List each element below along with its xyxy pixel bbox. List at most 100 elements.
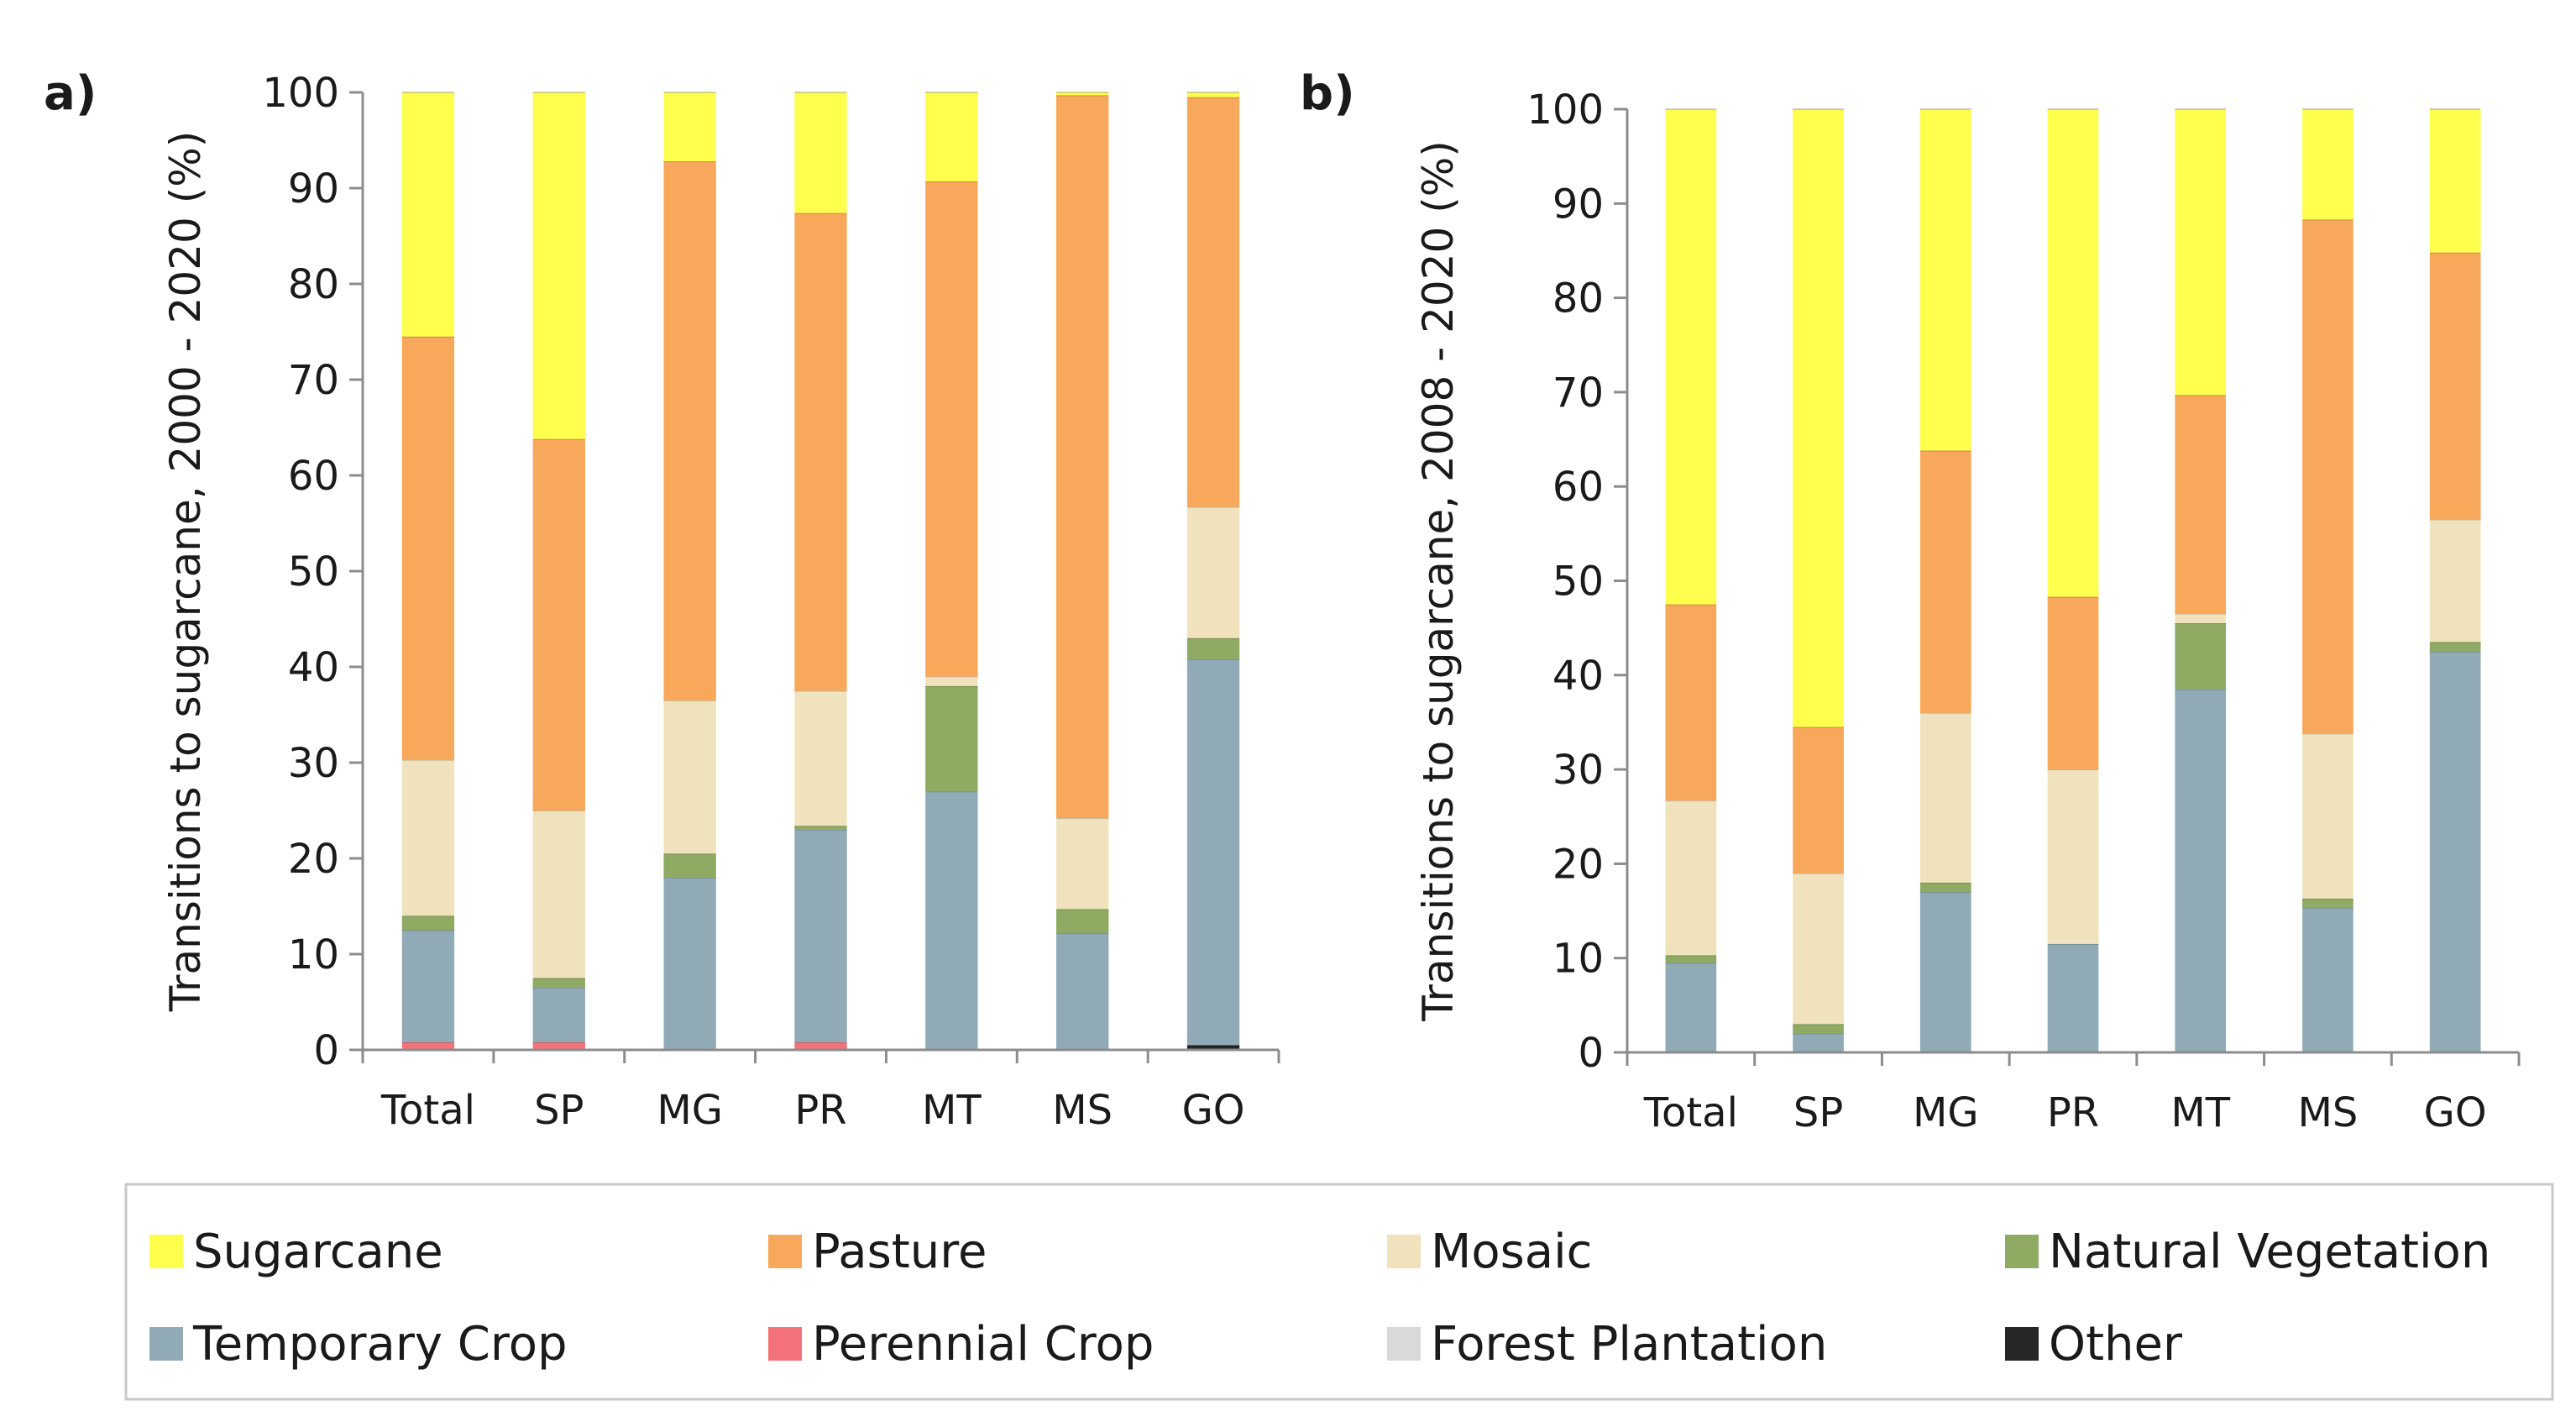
bar-segment-mg-sugarcane	[1919, 109, 1971, 451]
y-tick-label: 50	[288, 548, 339, 595]
bar-segment-pr-mosaic	[794, 690, 847, 826]
legend-label-mosaic: Mosaic	[1431, 1225, 1592, 1279]
bar-segment-mt-natural-vegetation	[925, 685, 978, 792]
y-tick-label: 80	[288, 261, 339, 308]
bar-segment-total-mosaic	[401, 759, 455, 916]
y-tick-label: 40	[1552, 653, 1604, 700]
bar-segment-pr-temporary-crop	[794, 829, 847, 1042]
bar-segment-sp-mosaic	[532, 811, 585, 978]
bar-segment-mg-natural-vegetation	[663, 853, 716, 878]
bar-segment-total-natural-vegetation	[401, 915, 455, 931]
y-tick-label: 60	[1552, 464, 1604, 511]
bar-segment-sp-sugarcane	[532, 92, 585, 439]
x-tick-label-go: GO	[1182, 1087, 1245, 1134]
y-tick-label: 0	[313, 1027, 339, 1074]
bar-segment-go-sugarcane	[1186, 92, 1240, 97]
bar-segment-sp-temporary-crop	[532, 987, 585, 1042]
panel-label: b)	[1300, 66, 1355, 121]
x-tick-label-pr: PR	[2047, 1089, 2099, 1136]
legend-label-temporary-crop: Temporary Crop	[192, 1317, 568, 1372]
bar-segment-go-pasture	[1186, 97, 1240, 507]
bar-segment-ms-temporary-crop	[1056, 932, 1109, 1050]
bar-segment-mt-mosaic	[2175, 613, 2227, 624]
bar-segment-ms-natural-vegetation	[2302, 898, 2353, 909]
bar-segment-mg-pasture	[663, 161, 716, 700]
legend-label-other: Other	[2049, 1317, 2183, 1372]
y-tick-label: 70	[288, 357, 339, 404]
legend-swatch-sugarcane	[149, 1235, 183, 1268]
y-axis-title: Transitions to sugarcane, 2000 - 2020 (%…	[161, 131, 210, 1013]
bar-segment-sp-natural-vegetation	[532, 978, 585, 988]
bar-segment-mg-mosaic	[663, 700, 716, 854]
bar-segment-mt-pasture	[2175, 395, 2227, 614]
x-tick-label-total: Total	[1643, 1089, 1738, 1136]
bar-segment-mg-mosaic	[1919, 712, 1971, 883]
bar-segment-pr-pasture	[794, 212, 847, 691]
y-tick-label: 70	[1552, 370, 1604, 417]
bar-segment-total-temporary-crop	[401, 930, 455, 1042]
x-tick-label-ms: MS	[1052, 1087, 1113, 1134]
bar-segment-total-sugarcane	[401, 92, 455, 337]
x-tick-label-sp: SP	[534, 1087, 584, 1134]
bar-segment-ms-mosaic	[2302, 733, 2353, 899]
bar-segment-go-natural-vegetation	[2429, 642, 2481, 652]
x-tick-label-mg: MG	[657, 1087, 723, 1134]
bar-segment-mt-sugarcane	[2175, 109, 2227, 396]
bar-segment-pr-natural-vegetation	[794, 826, 847, 830]
bar-segment-mt-sugarcane	[925, 92, 978, 182]
bar-segment-ms-pasture	[2302, 219, 2353, 734]
legend-label-perennial-crop: Perennial Crop	[812, 1317, 1154, 1372]
bar-segment-sp-sugarcane	[1793, 109, 1844, 727]
bar-segment-pr-sugarcane	[794, 92, 847, 213]
y-tick-label: 80	[1552, 275, 1604, 323]
y-tick-label: 90	[1552, 181, 1604, 228]
x-tick-label-mg: MG	[1913, 1089, 1979, 1136]
legend-swatch-perennial-crop	[768, 1327, 802, 1361]
bar-segment-total-temporary-crop	[1665, 963, 1717, 1052]
y-tick-label: 50	[1552, 559, 1604, 606]
legend-swatch-pasture	[768, 1235, 802, 1268]
bar-segment-go-pasture	[2429, 252, 2481, 520]
bar-segment-mg-sugarcane	[663, 92, 716, 162]
bar-segment-mt-mosaic	[925, 676, 978, 686]
y-tick-label: 90	[288, 165, 339, 212]
x-tick-label-sp: SP	[1793, 1089, 1843, 1136]
y-tick-label: 20	[1552, 841, 1604, 888]
y-tick-label: 0	[1578, 1030, 1604, 1077]
legend-label-pasture: Pasture	[812, 1225, 987, 1279]
bar-segment-total-pasture	[401, 336, 455, 760]
bar-segment-pr-mosaic	[2047, 769, 2099, 944]
x-tick-label-go: GO	[2424, 1089, 2487, 1136]
legend-swatch-mosaic	[1387, 1235, 1421, 1268]
y-tick-label: 30	[288, 740, 339, 787]
legend-label-sugarcane: Sugarcane	[193, 1225, 443, 1279]
x-tick-label-pr: PR	[794, 1087, 846, 1134]
panel-label: a)	[44, 66, 97, 121]
bar-segment-total-mosaic	[1665, 800, 1717, 956]
bar-segment-mt-temporary-crop	[925, 791, 978, 1050]
bar-segment-total-perennial-crop	[401, 1041, 455, 1050]
y-tick-label: 40	[288, 644, 339, 691]
legend-swatch-forest-plantation	[1387, 1327, 1421, 1361]
bar-segment-mt-temporary-crop	[2175, 689, 2227, 1052]
bar-segment-total-pasture	[1665, 604, 1717, 801]
y-tick-label: 10	[288, 931, 339, 978]
x-tick-label-mt: MT	[922, 1087, 982, 1134]
y-tick-label: 60	[288, 453, 339, 500]
x-tick-label-total: Total	[380, 1087, 475, 1134]
bar-segment-sp-perennial-crop	[532, 1041, 585, 1050]
bar-segment-sp-pasture	[1793, 727, 1844, 874]
legend-label-forest-plantation: Forest Plantation	[1431, 1317, 1827, 1372]
y-tick-label: 10	[1552, 936, 1604, 983]
bar-segment-sp-mosaic	[1793, 873, 1844, 1025]
bar-segment-mt-pasture	[925, 181, 978, 677]
bar-segment-pr-perennial-crop	[794, 1041, 847, 1050]
bar-segment-go-temporary-crop	[1186, 658, 1240, 1046]
bar-segment-go-temporary-crop	[2429, 651, 2481, 1052]
y-tick-label: 30	[1552, 747, 1604, 794]
bar-segment-ms-temporary-crop	[2302, 908, 2353, 1052]
bar-segment-go-mosaic	[1186, 506, 1240, 638]
bar-segment-mt-natural-vegetation	[2175, 623, 2227, 690]
y-axis-title: Transitions to sugarcane, 2008 - 2020 (%…	[1414, 140, 1463, 1022]
